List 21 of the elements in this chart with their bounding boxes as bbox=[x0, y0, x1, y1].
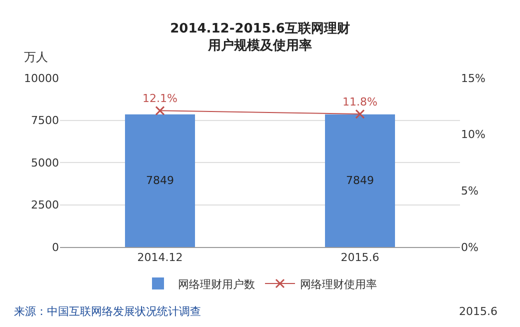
text: 2015.6 bbox=[459, 305, 498, 318]
legend-label: 网络理财使用率 bbox=[300, 278, 377, 291]
data-label: 7849 bbox=[346, 174, 374, 188]
chart-subtitle: 用户规模及使用率 bbox=[207, 38, 312, 54]
y-tick-label: 10000 bbox=[24, 72, 59, 85]
x-tick-label: 2014.12 bbox=[137, 251, 183, 264]
y-tick-label: 7500 bbox=[31, 114, 59, 128]
y2-tick-label: 5% bbox=[461, 184, 478, 198]
source-note: 来源：中国互联网络发展状况统计调查 bbox=[14, 305, 201, 318]
y-tick-label: 5000 bbox=[31, 156, 59, 170]
data-label: 7849 bbox=[146, 174, 174, 188]
chart-title: 2014.12-2015.6互联网理财 bbox=[170, 22, 350, 37]
legend-label: 网络理财用户数 bbox=[178, 278, 255, 291]
data-label: 12.1% bbox=[142, 92, 178, 105]
y-tick-label: 0 bbox=[52, 240, 59, 254]
y-axis-title: 万人 bbox=[24, 50, 48, 64]
y2-tick-label: 0% bbox=[461, 240, 478, 254]
y2-tick-label: 10% bbox=[461, 128, 486, 142]
y-tick-label: 2500 bbox=[31, 198, 59, 212]
y2-tick-label: 15% bbox=[461, 72, 486, 85]
data-label: 11.8% bbox=[342, 95, 378, 108]
